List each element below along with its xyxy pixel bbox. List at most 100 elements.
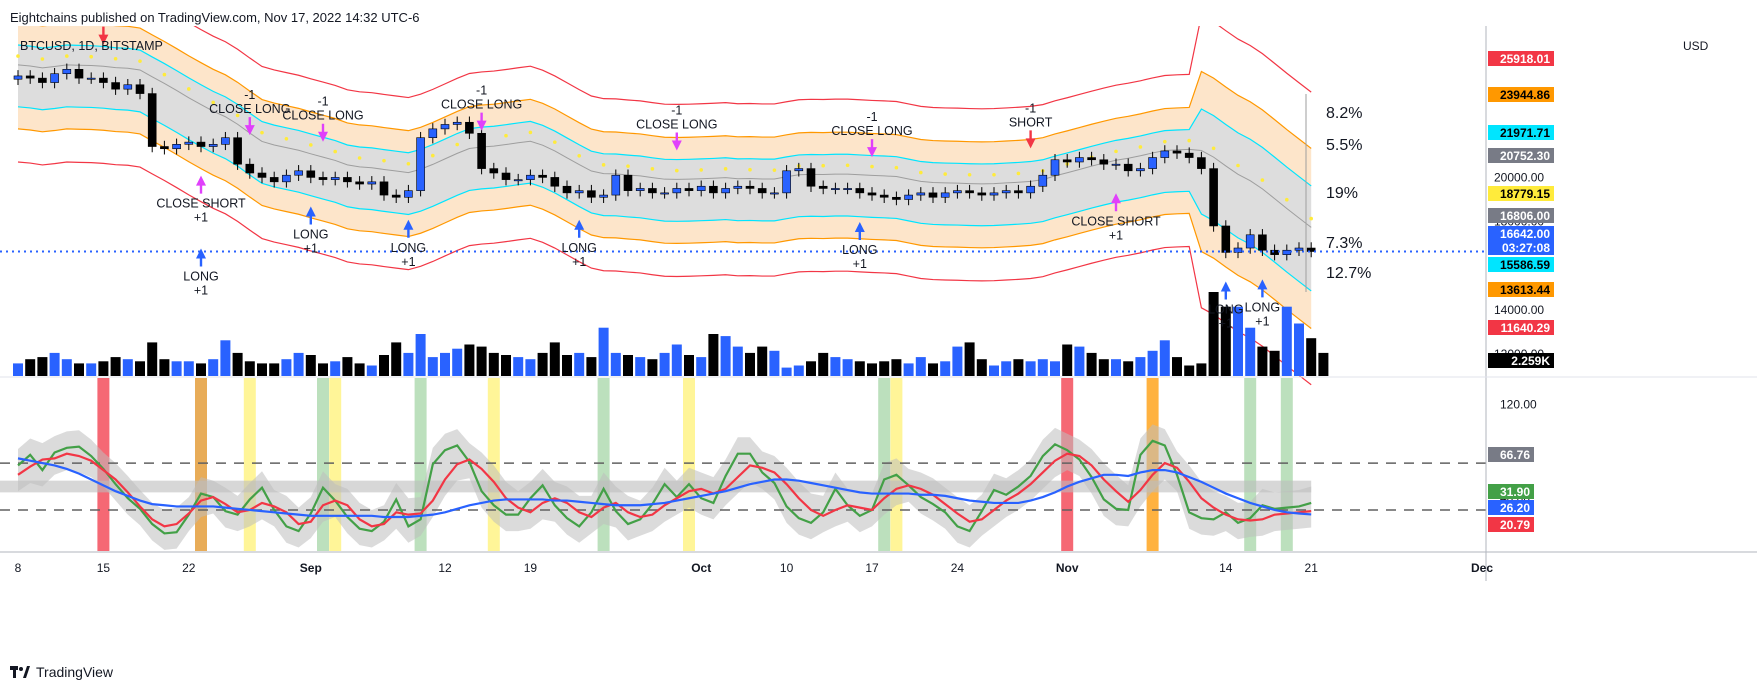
price-tag-value: 11640.29 — [1501, 321, 1551, 335]
volume-bar — [1159, 340, 1170, 376]
volume-bar — [208, 359, 219, 376]
volume-bar — [464, 344, 475, 376]
volume-bar — [891, 359, 902, 376]
volume-bar — [391, 342, 402, 376]
signal-label: CLOSE LONG — [282, 109, 363, 123]
trend-dot — [1187, 138, 1191, 143]
candle-body — [1050, 159, 1060, 176]
candle-body — [367, 181, 377, 185]
volume-bar — [1001, 361, 1012, 376]
candle-body — [1038, 174, 1048, 187]
volume-bar — [476, 346, 487, 376]
volume-bar — [525, 359, 536, 376]
candle-body — [538, 174, 547, 178]
volume-bar — [1233, 306, 1243, 376]
signal-arrow-down-icon — [476, 112, 487, 131]
price-tag — [1488, 186, 1554, 201]
signal-sublabel: +1 — [572, 255, 586, 269]
osc-tag-value: 66.76 — [1500, 448, 1530, 462]
candle-body — [1306, 247, 1316, 252]
volume-bar — [1013, 359, 1024, 376]
signal-label: SHORT — [1009, 115, 1053, 129]
candle-body — [269, 177, 279, 183]
trend-dot — [1260, 178, 1265, 182]
trend-dot — [138, 59, 142, 63]
candle-body — [562, 185, 572, 194]
price-tag-value: 23944.86 — [1500, 88, 1550, 102]
candle-body — [831, 188, 840, 190]
trend-dot — [1138, 145, 1143, 149]
trend-dot — [89, 54, 93, 59]
volume-bar — [1074, 346, 1085, 376]
volume-bar — [598, 327, 609, 376]
candle-body — [245, 163, 255, 174]
neutral-zone — [0, 480, 1312, 493]
symbol-title: BTCUSD, 1D, BITSTAMP — [20, 39, 163, 53]
volume-bar — [440, 352, 450, 376]
trend-dot — [504, 133, 508, 138]
trend-dot — [1236, 163, 1240, 168]
volume-bar — [25, 359, 36, 376]
trend-dot — [333, 149, 338, 154]
signal-label: LONG — [1245, 300, 1280, 314]
volume-bar — [1086, 352, 1097, 376]
signal-arrow-up-icon — [196, 248, 206, 267]
time-tick-label: 10 — [780, 561, 794, 575]
candle-body — [1087, 157, 1096, 161]
volume-bar — [293, 352, 304, 376]
trend-dot — [1285, 197, 1289, 202]
volume-bar — [86, 363, 97, 376]
candle-body — [965, 190, 974, 194]
candle-body — [1001, 190, 1011, 194]
price-tag-value: 16642.00 — [1500, 227, 1550, 241]
time-tick-label: 17 — [865, 561, 879, 575]
candle-body — [477, 132, 486, 169]
volume-bar — [537, 352, 548, 376]
candle-body — [86, 77, 96, 80]
volume-bar — [1208, 292, 1219, 376]
price-tag-value: 03:27:08 — [1502, 241, 1550, 255]
candle-body — [1075, 157, 1084, 163]
price-tag-value: 20752.30 — [1500, 149, 1550, 163]
volume-bar — [1172, 357, 1182, 376]
candle-body — [1136, 168, 1145, 172]
candle-body — [343, 177, 352, 183]
candle-body — [25, 75, 35, 79]
trend-dot — [65, 54, 69, 58]
candle-body — [696, 185, 706, 191]
candle-body — [940, 192, 950, 198]
volume-bar — [1281, 306, 1292, 376]
volume-bar — [781, 367, 792, 376]
volume-bar — [769, 350, 780, 376]
trend-dot — [40, 57, 45, 61]
volume-tag-value: 2.259K — [1511, 354, 1550, 368]
volume-bar — [720, 336, 731, 376]
trend-dot — [309, 143, 313, 147]
candle-body — [416, 137, 425, 191]
candle-body — [843, 188, 852, 190]
candle-body — [1209, 168, 1218, 227]
volume-bar — [135, 361, 145, 376]
oscillator-series-line — [17, 457, 1312, 519]
volume-bar — [574, 352, 585, 376]
trend-dot — [1309, 216, 1313, 221]
trend-dot — [870, 164, 874, 169]
candle-body — [1270, 249, 1279, 255]
volume-bar — [757, 346, 768, 376]
trend-dot — [284, 137, 289, 141]
event-bar — [329, 378, 342, 551]
time-tick-label: Sep — [300, 561, 322, 575]
time-tick-label: 21 — [1305, 561, 1319, 575]
trend-dot — [699, 168, 703, 172]
volume-bar — [1050, 361, 1060, 376]
candle-body — [660, 192, 669, 195]
signal-sublabel: +1 — [1109, 228, 1123, 242]
upper-cyan-band — [17, 44, 1312, 187]
trend-dot — [528, 130, 533, 135]
signal-sublabel: +1 — [853, 257, 867, 271]
time-tick-label: 15 — [97, 561, 111, 575]
footer-brand[interactable]: TradingView — [36, 664, 114, 680]
signal-label: LONG — [293, 228, 328, 242]
